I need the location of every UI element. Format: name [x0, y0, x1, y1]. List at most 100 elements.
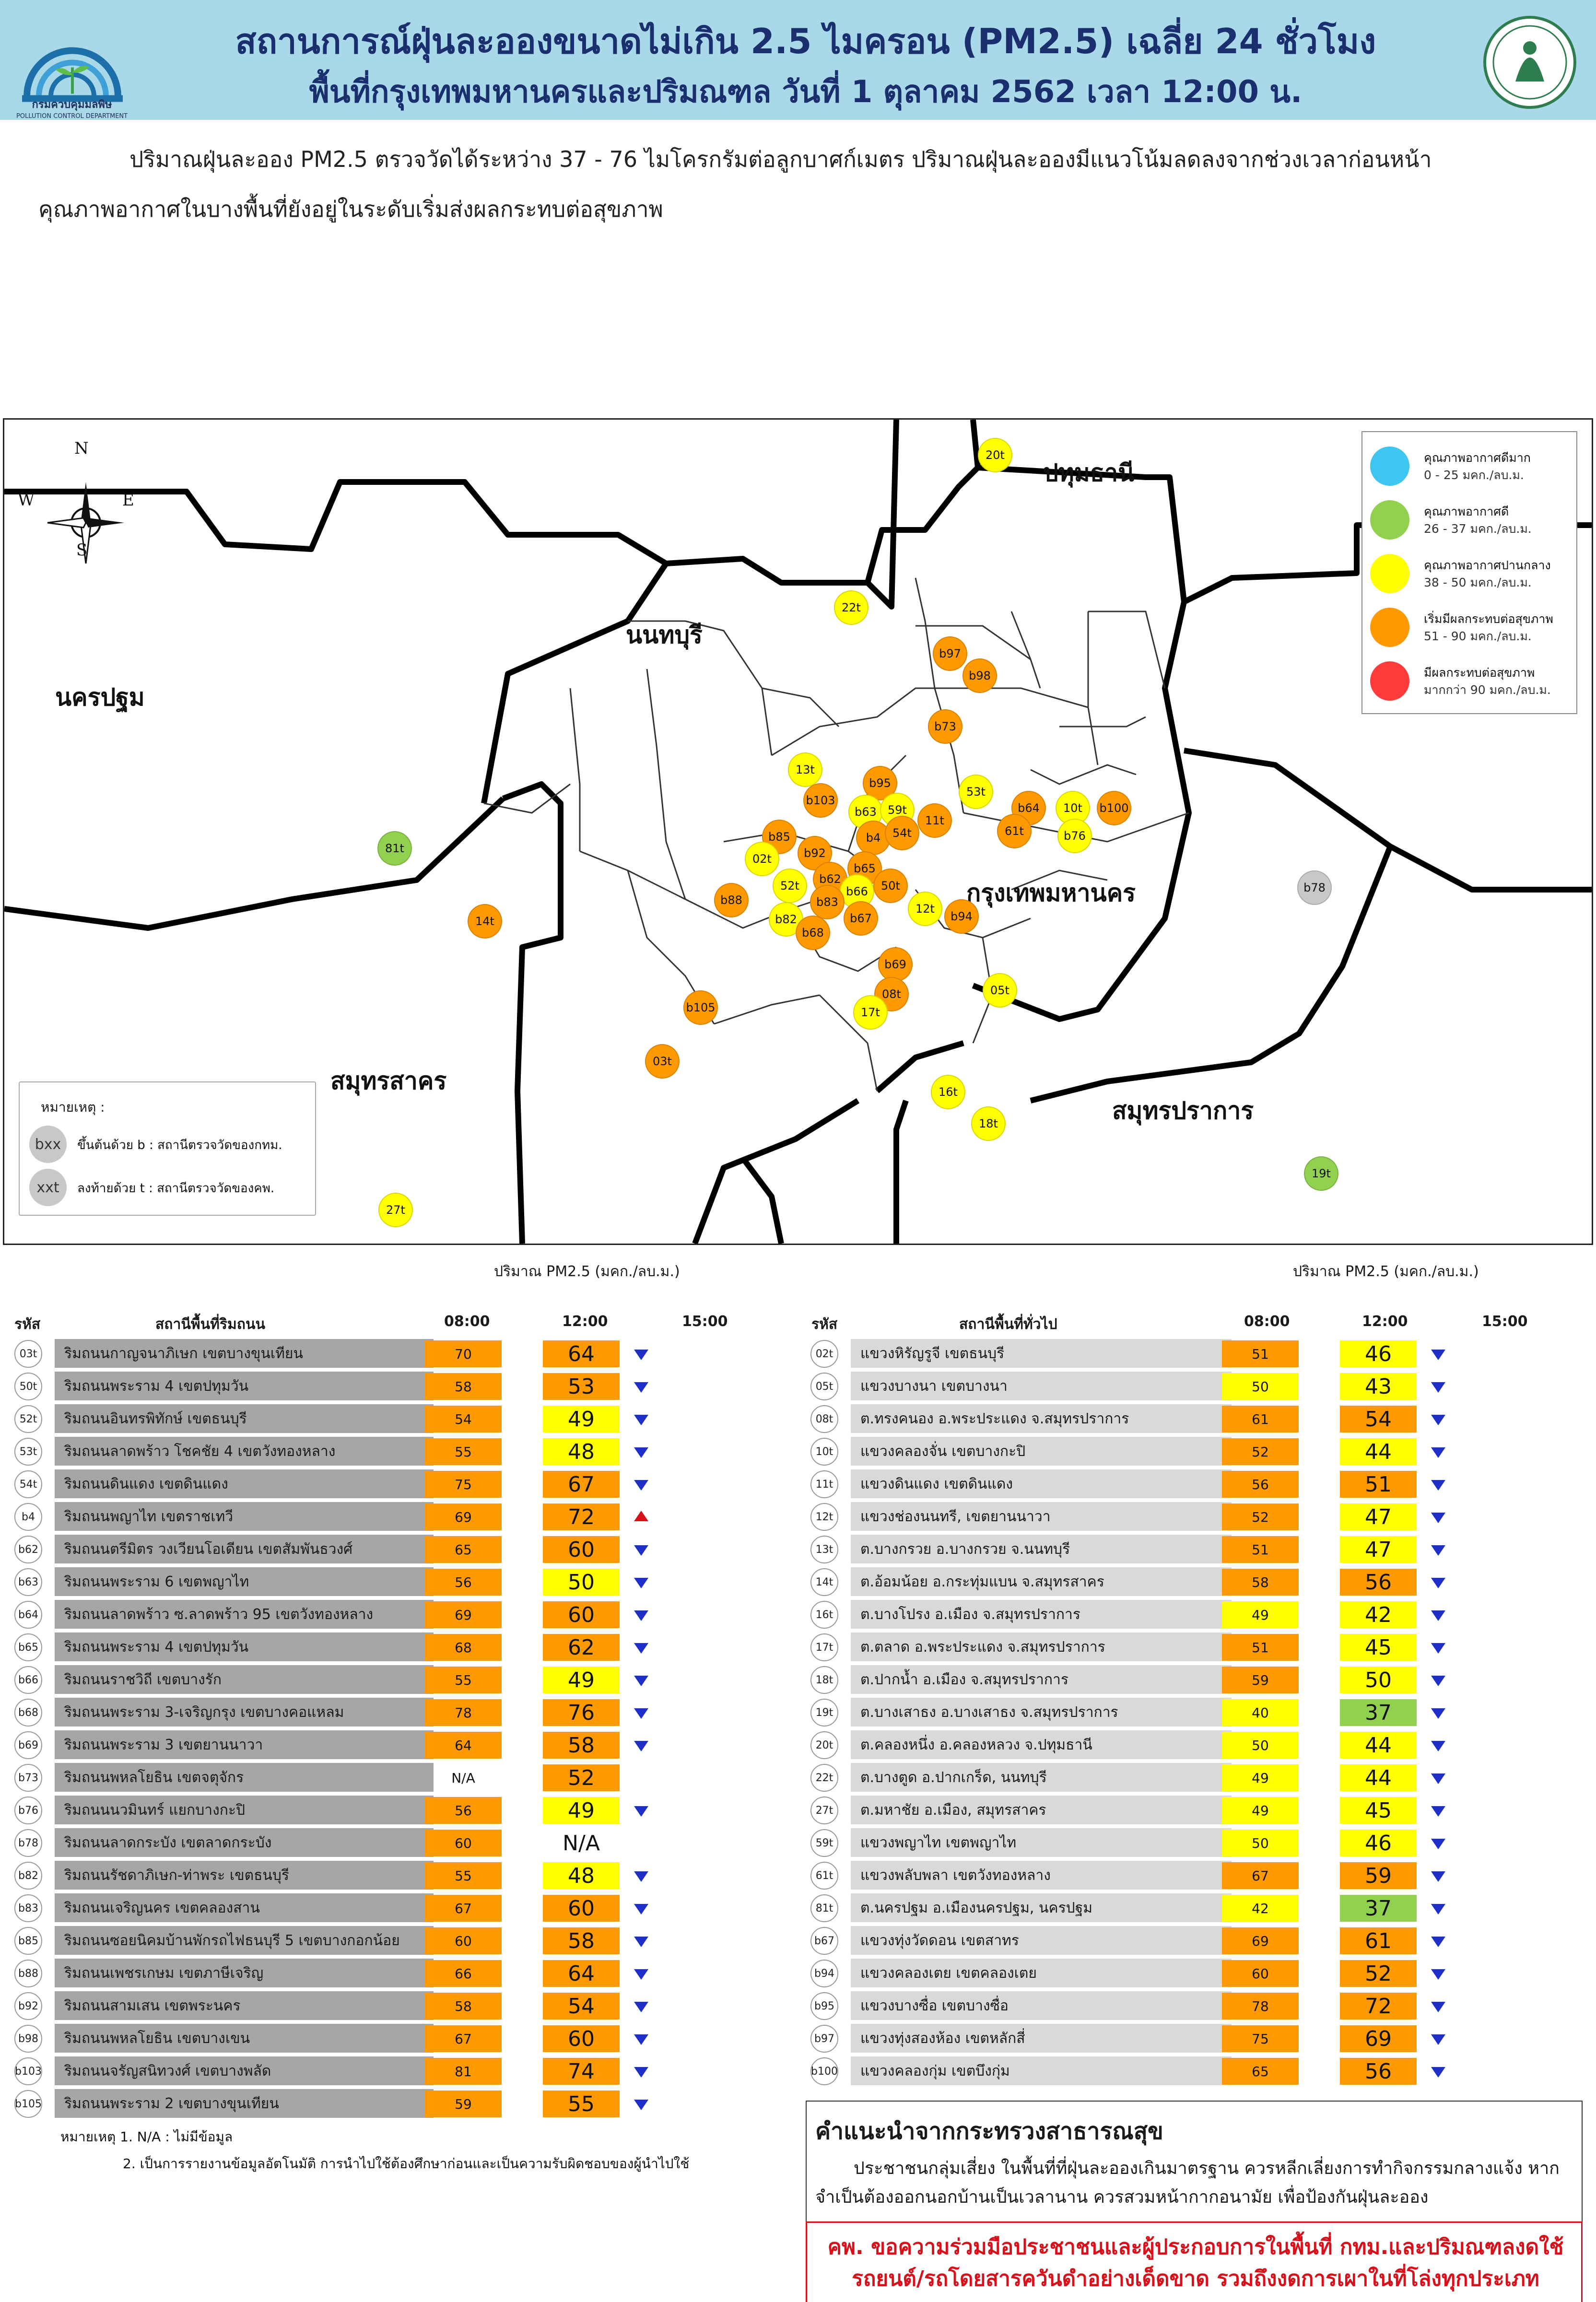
right-col-0800: 08:00 — [1244, 1313, 1290, 1330]
bma-seal-icon — [1483, 16, 1576, 109]
value-0800: 49 — [1222, 1797, 1299, 1824]
station-code: 12t — [810, 1503, 838, 1531]
value-0800: 69 — [1222, 1927, 1299, 1954]
station-marker-b105: b105 — [683, 990, 718, 1025]
station-name: ริมถนนซอยนิคมบ้านพักรถไฟธนบุรี 5 เขตบางก… — [55, 1926, 434, 1955]
station-marker-b103: b103 — [803, 783, 838, 818]
value-1200: 45 — [1340, 1634, 1417, 1661]
station-code: b98 — [14, 2025, 42, 2053]
station-code: b95 — [810, 1992, 838, 2020]
station-marker-b76: b76 — [1057, 819, 1092, 853]
right-col-code: รหัส — [811, 1316, 838, 1333]
value-1200: 60 — [543, 2025, 620, 2052]
trend-down-icon — [1431, 1969, 1445, 1980]
value-1200: 58 — [543, 1927, 620, 1954]
station-name: ริมถนนนวมินทร์ แยกบางกะปิ — [55, 1796, 434, 1824]
value-0800: 66 — [425, 1960, 502, 1987]
station-code: b88 — [14, 1960, 42, 1987]
table-row: b76 ริมถนนนวมินทร์ แยกบางกะปิ 56 49 — [14, 1796, 763, 1824]
station-name: แขวงช่องนนทรี, เขตยานนาวา — [851, 1502, 1232, 1531]
value-0800: 60 — [425, 1927, 502, 1954]
map-legend: คุณภาพอากาศดีมาก 0 - 25 มคก./ลบ.ม. คุณภา… — [1361, 431, 1577, 714]
table-row: 27t ต.มหาชัย อ.เมือง, สมุทรสาคร 49 45 — [810, 1796, 1559, 1824]
value-1200: 49 — [543, 1667, 620, 1693]
station-marker-18t: 18t — [971, 1106, 1006, 1141]
station-code: b78 — [14, 1829, 42, 1857]
station-marker-13t: 13t — [788, 752, 822, 787]
trend-down-icon — [634, 1871, 648, 1882]
province-label-bangkok: กรุงเทพมหานคร — [966, 879, 1136, 907]
report-title: สถานการณ์ฝุ่นละอองขนาดไม่เกิน 2.5 ไมครอน… — [235, 21, 1376, 61]
value-1200: 69 — [1340, 2025, 1417, 2052]
value-0800: 81 — [425, 2058, 502, 2085]
note-b-stations: bxx ขึ้นต้นด้วย b : สถานีตรวจวัดของกทม. — [29, 1126, 317, 1164]
station-name: ต.ทรงคนอง อ.พระประแดง จ.สมุทรปราการ — [851, 1404, 1232, 1433]
province-label-nonthaburi: นนทบุรี — [626, 621, 703, 649]
table-row: 54t ริมถนนดินแดง เขตดินแดง 75 67 — [14, 1469, 763, 1498]
station-code: 05t — [810, 1373, 838, 1400]
value-1200: 60 — [543, 1536, 620, 1563]
station-code: 61t — [810, 1862, 838, 1890]
station-code: b76 — [14, 1797, 42, 1824]
station-name: แขวงบางนา เขตบางนา — [851, 1372, 1232, 1400]
table-row: b95 แขวงบางซื่อ เขตบางซื่อ 78 72 — [810, 1991, 1559, 2020]
table-row: 16t ต.บางโปรง อ.เมือง จ.สมุทรปราการ 49 42 — [810, 1600, 1559, 1629]
value-1200: 44 — [1340, 1438, 1417, 1465]
trend-down-icon — [634, 2100, 648, 2110]
trend-down-icon — [1431, 1741, 1445, 1751]
station-code: 02t — [810, 1340, 838, 1368]
station-code: b65 — [14, 1633, 42, 1661]
table-row: b63 ริมถนนพระราม 6 เขตพญาไท 56 50 — [14, 1567, 763, 1596]
value-1200: 59 — [1340, 1862, 1417, 1889]
value-0800: 59 — [1222, 1667, 1299, 1693]
trend-down-icon — [634, 1708, 648, 1719]
value-0800: 58 — [425, 1373, 502, 1400]
station-marker-81t: 81t — [377, 831, 412, 866]
value-0800: 68 — [425, 1634, 502, 1661]
trend-down-icon — [634, 1676, 648, 1686]
station-name: ริมถนนเพชรเกษม เขตภาษีเจริญ — [55, 1959, 434, 1987]
station-name: ริมถนนพระราม 3 เขตยานนาวา — [55, 1730, 434, 1759]
station-marker-17t: 17t — [853, 995, 888, 1030]
table-row: 18t ต.ปากน้ำ อ.เมือง จ.สมุทรปราการ 59 50 — [810, 1665, 1559, 1694]
value-1200: 56 — [1340, 1569, 1417, 1596]
trend-down-icon — [1431, 1578, 1445, 1588]
advice-title: คำแนะนำจากกระทรวงสาธารณสุข — [815, 2118, 1163, 2145]
station-marker-02t: 02t — [745, 842, 779, 876]
value-0800: 52 — [1222, 1503, 1299, 1530]
trend-down-icon — [1431, 1773, 1445, 1784]
value-0800: 67 — [425, 2025, 502, 2052]
station-code: 08t — [810, 1405, 838, 1433]
compass-e: E — [122, 491, 134, 510]
station-name: ต.นครปฐม อ.เมืองนครปฐม, นครปฐม — [851, 1893, 1232, 1922]
trend-down-icon — [634, 1643, 648, 1654]
station-marker-22t: 22t — [834, 590, 868, 625]
value-0800: 51 — [1222, 1536, 1299, 1563]
value-1200: 72 — [1340, 1993, 1417, 2020]
value-1200: 47 — [1340, 1536, 1417, 1563]
value-1200: 61 — [1340, 1927, 1417, 1954]
station-code: 59t — [810, 1829, 838, 1857]
trend-down-icon — [1431, 1382, 1445, 1393]
station-marker-03t: 03t — [645, 1044, 680, 1079]
table-row: b78 ริมถนนลาดกระบัง เขตลาดกระบัง 60 N/A — [14, 1828, 763, 1857]
trend-down-icon — [634, 2002, 648, 2012]
station-name: ริมถนนพระราม 3-เจริญกรุง เขตบางคอแหลม — [55, 1698, 434, 1726]
table-row: b62 ริมถนนตรีมิตร วงเวียนโอเดียน เขตสัมพั… — [14, 1535, 763, 1563]
station-name: ริมถนนตรีมิตร วงเวียนโอเดียน เขตสัมพันธว… — [55, 1535, 434, 1563]
station-name: ริมถนนพระราม 4 เขตปทุมวัน — [55, 1372, 434, 1400]
report-header: กรมควบคุมมลพิษ POLLUTION CONTROL DEPARTM… — [0, 0, 1596, 120]
station-marker-b73: b73 — [928, 709, 962, 744]
table-row: b83 ริมถนนเจริญนคร เขตคลองสาน 67 60 — [14, 1893, 763, 1922]
station-code: 81t — [810, 1894, 838, 1922]
value-1200: 60 — [543, 1601, 620, 1628]
value-1200: 45 — [1340, 1797, 1417, 1824]
station-name: ต.บางตูด อ.ปากเกร็ด, นนทบุรี — [851, 1763, 1232, 1792]
station-code: 22t — [810, 1764, 838, 1792]
value-0800: 42 — [1222, 1895, 1299, 1922]
station-name: ริมถนนจรัญสนิทวงศ์ เขตบางพลัด — [55, 2056, 434, 2085]
trend-down-icon — [634, 1741, 648, 1751]
trend-down-icon — [1431, 2002, 1445, 2012]
table-row: b82 ริมถนนรัชดาภิเษก-ท่าพระ เขตธนบุรี 55 48 — [14, 1861, 763, 1890]
value-0800: 50 — [1222, 1732, 1299, 1759]
